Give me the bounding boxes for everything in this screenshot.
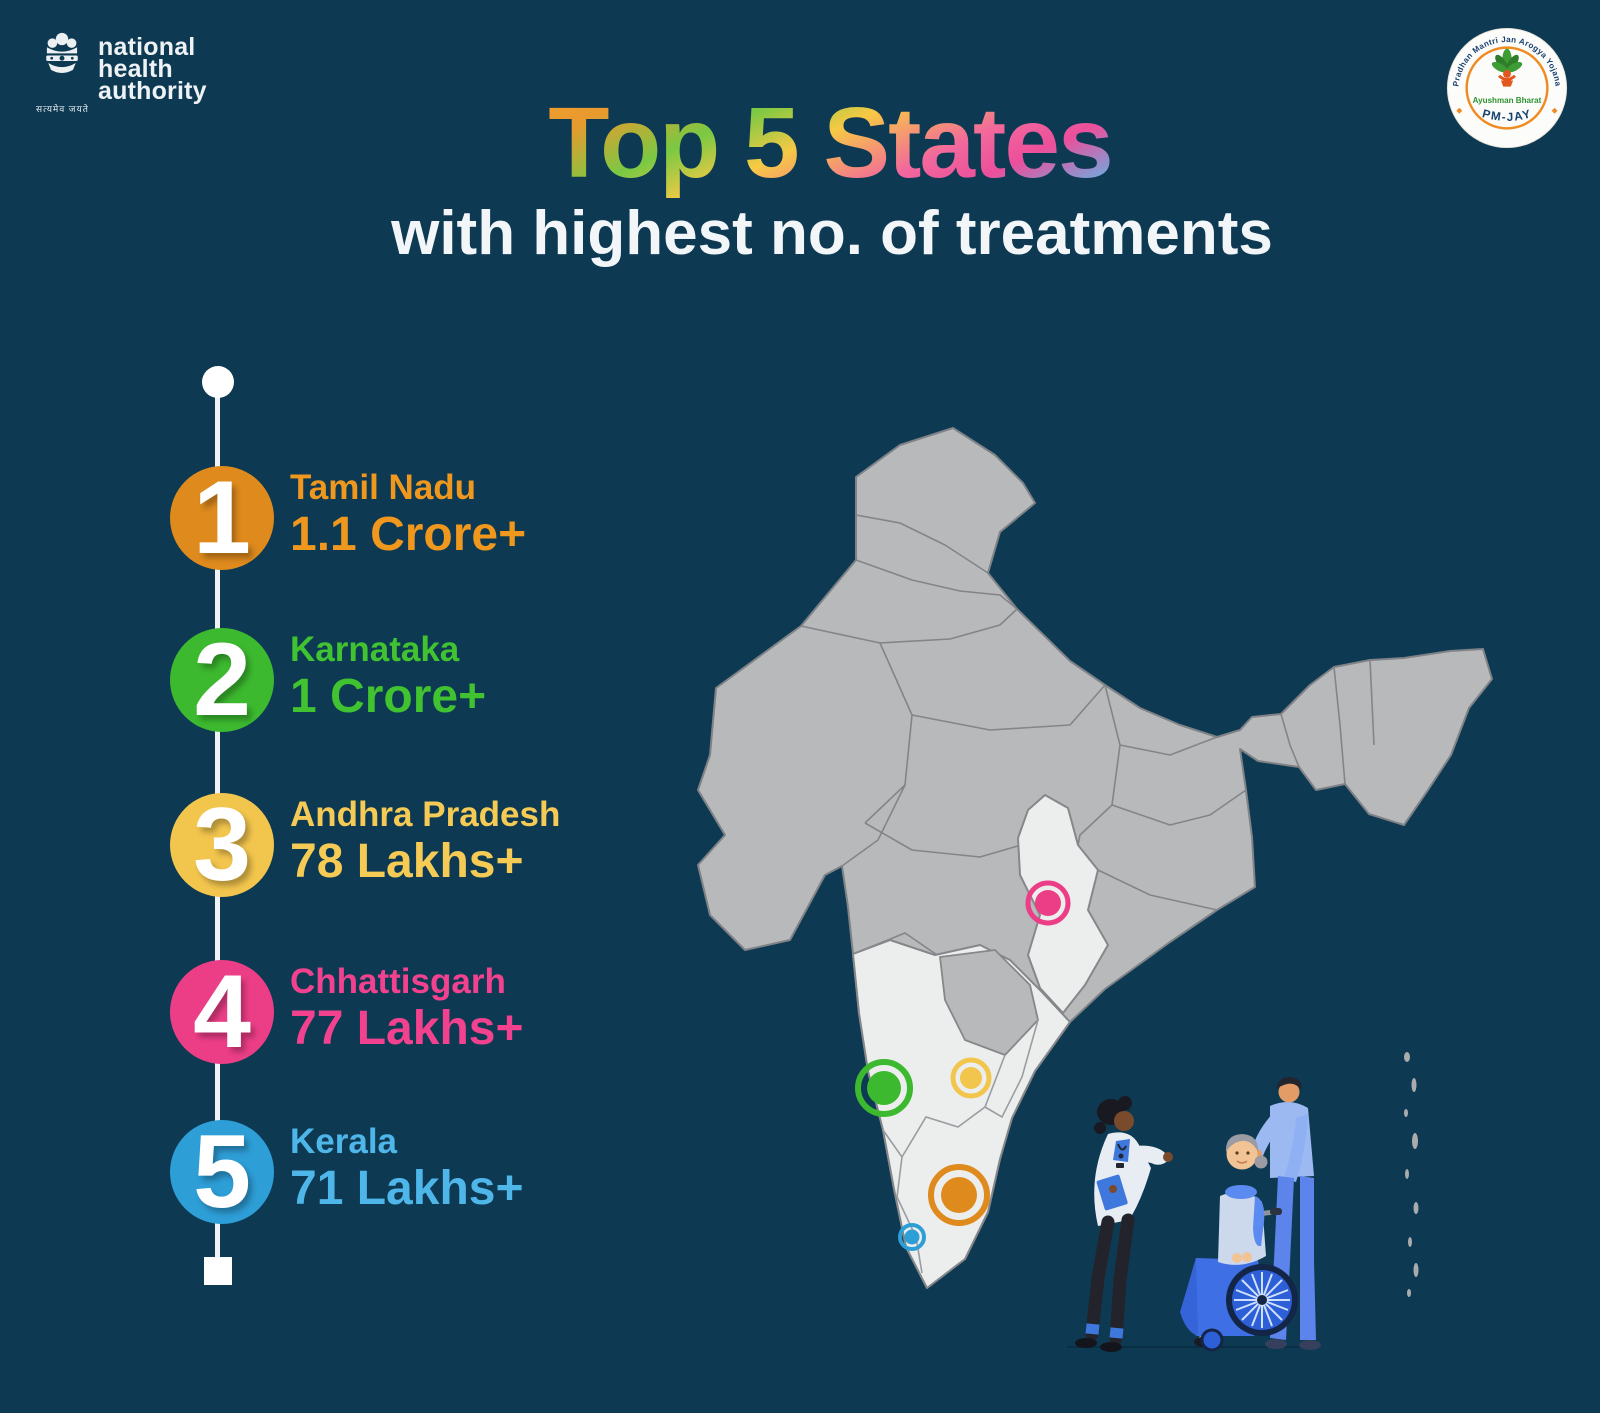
state-name: Chhattisgarh	[290, 962, 506, 1001]
nha-logo: सत्यमेव जयते national health authority	[36, 30, 207, 115]
map-marker-andhra-pradesh	[950, 1057, 992, 1099]
nha-word-line1: national	[98, 33, 196, 61]
pmjay-logo: Pradhan Mantri Jan Arogya Yojana Ayushma…	[1446, 27, 1568, 149]
rank-number-5: 5	[193, 1114, 251, 1230]
rank-badge-4: 4	[170, 960, 274, 1064]
wheelchair-wheel	[1226, 1264, 1298, 1336]
state-value: 1 Crore+	[290, 670, 487, 723]
rank-number-2: 2	[193, 622, 251, 738]
rank-item-kerala: Kerala 71 Lakhs+	[290, 1122, 523, 1216]
rank-item-andhra-pradesh: Andhra Pradesh 78 Lakhs+	[290, 795, 560, 889]
pmjay-program-text: Ayushman Bharat	[1473, 96, 1542, 105]
state-name: Tamil Nadu	[290, 468, 477, 507]
ashoka-lion-capital-icon	[46, 32, 78, 73]
rank-item-karnataka: Karnataka 1 Crore+	[290, 630, 486, 724]
india-map	[697, 427, 1493, 1297]
state-chhattisgarh	[1017, 794, 1109, 1014]
nha-wordmark: national health authority	[98, 33, 207, 105]
rank-item-chhattisgarh: Chhattisgarh 77 Lakhs+	[290, 962, 523, 1056]
state-name: Karnataka	[290, 630, 460, 669]
rank-badge-1: 1	[170, 466, 274, 570]
timeline-end-square	[204, 1257, 232, 1285]
nha-word-line2: health	[98, 55, 173, 83]
pmjay-lotus-icon	[1491, 48, 1523, 87]
healthcare-illustration	[1067, 1076, 1321, 1352]
rank-number-3: 3	[193, 787, 251, 903]
state-borders	[800, 514, 1375, 958]
doctor-figure	[1075, 1096, 1173, 1352]
pmjay-abbrev-text: PM-JAY	[1481, 107, 1532, 124]
page-title: Top 5 States	[548, 87, 1113, 199]
state-value: 71 Lakhs+	[290, 1162, 524, 1215]
rank-number-4: 4	[193, 954, 251, 1070]
rank-badge-5: 5	[170, 1120, 274, 1224]
map-marker-chhattisgarh	[1025, 880, 1071, 926]
andaman-nicobar-islands	[1404, 1052, 1419, 1297]
rank-badge-3: 3	[170, 793, 274, 897]
map-marker-tamil-nadu	[928, 1164, 990, 1226]
rank-number-1: 1	[193, 460, 251, 576]
state-value: 1.1 Crore+	[290, 508, 527, 561]
page-subtitle: with highest no. of treatments	[391, 199, 1273, 268]
rank-badge-2: 2	[170, 628, 274, 732]
svg-text:PM-JAY: PM-JAY	[1481, 107, 1533, 124]
state-value: 77 Lakhs+	[290, 1002, 524, 1055]
rank-item-tamil-nadu: Tamil Nadu 1.1 Crore+	[290, 468, 526, 562]
nha-motto: सत्यमेव जयते	[36, 104, 89, 114]
nha-emblem: सत्यमेव जयते	[36, 30, 88, 115]
state-value: 78 Lakhs+	[290, 835, 524, 888]
patient-wheelchair-figure	[1180, 1134, 1298, 1352]
state-telangana	[939, 949, 1039, 1056]
map-marker-karnataka	[855, 1059, 913, 1117]
state-name: Kerala	[290, 1122, 398, 1161]
nha-word-line3: authority	[98, 77, 207, 105]
map-marker-kerala	[898, 1223, 926, 1251]
timeline-start-dot	[202, 366, 234, 398]
state-name: Andhra Pradesh	[290, 795, 561, 834]
